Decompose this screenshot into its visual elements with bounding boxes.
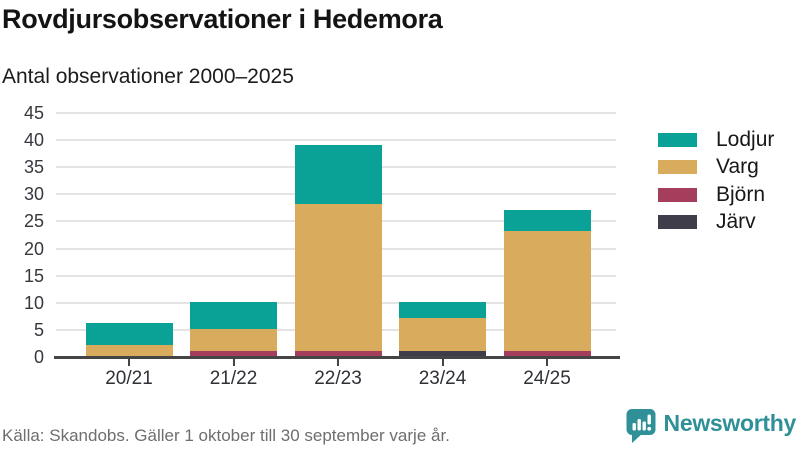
newsworthy-logo: Newsworthy — [626, 408, 796, 444]
legend-item-järv: Järv — [658, 209, 774, 237]
chart-subtitle: Antal observationer 2000–2025 — [2, 65, 294, 88]
x-axis-category-label: 20/21 — [105, 368, 153, 389]
legend-swatch — [658, 132, 697, 147]
legend-item-varg: Varg — [658, 154, 774, 182]
legend: Lodjur Varg Björn Järv — [658, 126, 774, 236]
legend-label: Varg — [716, 155, 759, 179]
y-axis-tick-label: 15 — [23, 265, 44, 286]
bar-segment-lodjur — [190, 301, 277, 329]
x-axis-tick — [441, 359, 444, 366]
y-axis-tick-label: 25 — [23, 211, 44, 232]
y-axis-tick-label: 35 — [23, 157, 44, 178]
y-axis-tick-label: 20 — [23, 238, 44, 259]
bar-segment-järv — [399, 350, 486, 356]
legend-swatch — [658, 187, 697, 202]
legend-label: Lodjur — [716, 127, 775, 151]
bar-segment-varg — [85, 345, 173, 356]
y-axis-tick-label: 5 — [33, 319, 44, 340]
bar-segment-varg — [399, 318, 486, 351]
legend-label: Järv — [716, 210, 756, 234]
bar-segment-varg — [190, 328, 277, 351]
x-axis-tick — [232, 359, 235, 366]
y-axis-tick-label: 0 — [33, 347, 44, 367]
y-axis-tick-label: 10 — [23, 292, 44, 313]
y-axis-tick-label: 45 — [23, 103, 44, 123]
bar-segment-björn — [294, 350, 382, 356]
x-axis-category-label: 21/22 — [209, 368, 258, 389]
legend-item-björn: Björn — [658, 181, 774, 209]
bar-segment-varg — [294, 204, 382, 351]
bar-segment-lodjur — [399, 301, 486, 319]
x-axis-category-label: 24/25 — [523, 368, 571, 389]
legend-swatch — [658, 215, 697, 230]
newsworthy-wordmark: Newsworthy — [663, 410, 797, 436]
bar-segment-lodjur — [503, 209, 591, 232]
x-axis-line — [54, 356, 620, 359]
bar-segment-björn — [190, 350, 277, 356]
x-axis-category-label: 22/23 — [314, 368, 362, 389]
legend-swatch — [658, 160, 697, 175]
x-axis-tick — [546, 359, 548, 366]
bar-segment-björn — [503, 350, 591, 356]
bar-segment-lodjur — [294, 144, 382, 205]
bar-segment-varg — [503, 231, 591, 351]
bar-chart-speech-bubble-icon — [626, 409, 656, 443]
y-axis-tick-label: 30 — [23, 184, 44, 205]
legend-label: Björn — [716, 182, 766, 206]
chart-title: Rovdjursobservationer i Hedemora — [2, 4, 443, 34]
legend-item-lodjur: Lodjur — [658, 126, 774, 154]
x-axis-category-label: 23/24 — [418, 368, 467, 389]
gridline — [56, 139, 616, 142]
bar-segment-lodjur — [85, 323, 173, 346]
y-axis-tick-label: 40 — [23, 130, 44, 151]
x-axis-tick — [128, 359, 130, 366]
source-note: Källa: Skandobs. Gäller 1 oktober till 3… — [2, 426, 450, 445]
x-axis-tick — [337, 359, 339, 366]
gridline — [56, 112, 616, 114]
